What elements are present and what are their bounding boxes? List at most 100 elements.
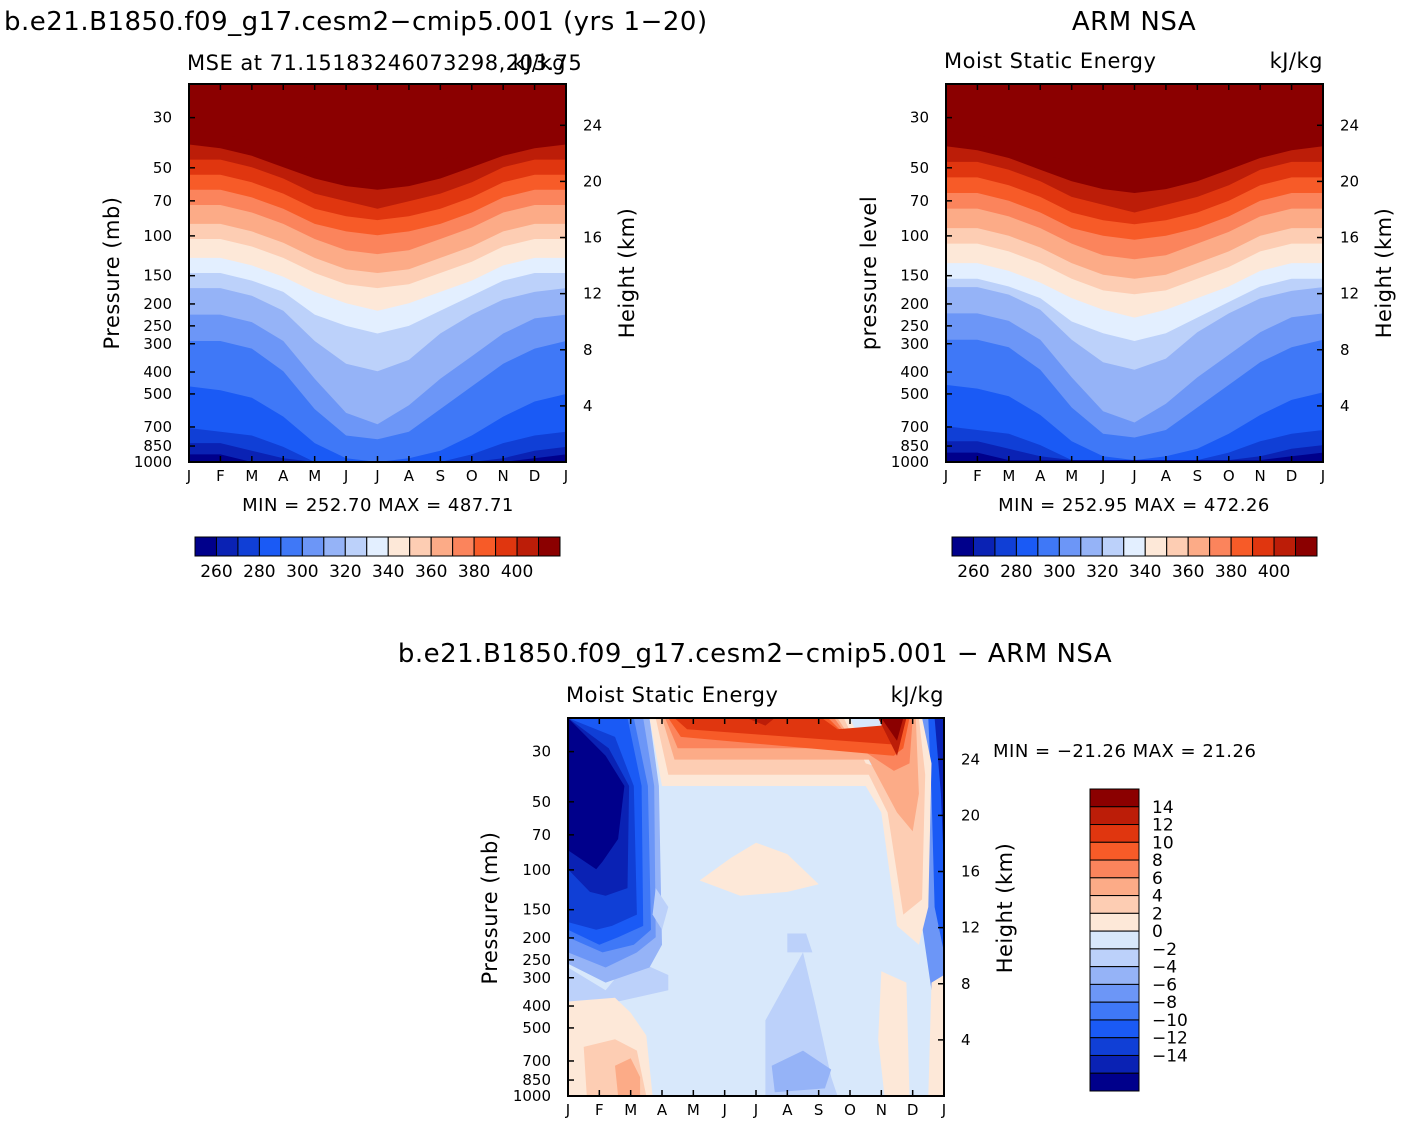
right-colorbar-swatch	[1230, 536, 1254, 557]
right-pressure-tick-label: 100	[900, 227, 929, 245]
bottom-colorbar-swatch	[1089, 841, 1140, 861]
bottom-pressure-tick-label: 50	[532, 793, 551, 811]
bottom-colorbar-swatch	[1089, 788, 1140, 808]
bottom-month-tick-label: M	[687, 1101, 700, 1119]
left-colorbar-swatch	[495, 536, 518, 557]
right-pressure-tick-label: 200	[900, 295, 929, 313]
left-month-tick-label: J	[343, 467, 348, 485]
bottom-pressure-tick-label: 70	[532, 826, 551, 844]
left-colorbar-label: 320	[329, 562, 361, 582]
left-colorbar-swatch	[409, 536, 432, 557]
left-month-tick-label: S	[436, 467, 446, 485]
right-contour-band	[946, 426, 1323, 462]
bottom-month-tick-label: A	[782, 1101, 793, 1119]
bottom-pressure-tick-label: 100	[522, 861, 551, 879]
right-colorbar-swatch	[1015, 536, 1039, 557]
right-pressure-tick-label: 850	[900, 437, 929, 455]
bottom-colorbar-label: −8	[1152, 993, 1177, 1013]
left-colorbar-label: 400	[501, 562, 533, 582]
bottom-colorbar-label: 12	[1152, 816, 1174, 836]
bottom-month-tick-label: J	[721, 1101, 726, 1119]
left-colorbar-swatch	[366, 536, 389, 557]
bottom-colorbar-swatch	[1089, 859, 1140, 879]
bottom-ylabel-height: Height (km)	[993, 843, 1017, 974]
right-colorbar-label: 300	[1043, 562, 1075, 582]
bottom-colorbar-label: −14	[1152, 1046, 1188, 1066]
bottom-month-tick-label: J	[753, 1101, 758, 1119]
right-colorbar-swatch	[1123, 536, 1146, 557]
left-month-tick-label: F	[216, 467, 225, 485]
bottom-colorbar-swatch	[1089, 930, 1140, 950]
bottom-colorbar-swatch	[1089, 983, 1140, 1003]
right-pressure-tick-label: 70	[910, 192, 929, 210]
bottom-colorbar-swatch	[1089, 912, 1140, 932]
right-month-tick-label: A	[1161, 467, 1172, 485]
right-colorbar-swatch	[951, 536, 974, 557]
bottom-month-tick-label: J	[565, 1101, 570, 1119]
right-month-tick-label: D	[1286, 467, 1298, 485]
bottom-contour-band	[765, 952, 838, 1096]
right-colorbar-swatch	[1273, 536, 1297, 557]
right-height-tick-label: 24	[1340, 116, 1359, 134]
bottom-pressure-tick-label: 700	[522, 1052, 551, 1070]
left-colorbar-label: 280	[243, 562, 275, 582]
right-month-tick-label: J	[943, 467, 948, 485]
left-month-tick-label: A	[278, 467, 289, 485]
bottom-pressure-tick-label: 150	[522, 901, 551, 919]
left-pressure-tick-label: 850	[143, 437, 172, 455]
bottom-colorbar-label: 8	[1152, 851, 1163, 871]
right-panel-subtitle: Moist Static Energy	[944, 49, 1156, 73]
bottom-contour-band	[674, 718, 907, 745]
bottom-colorbar-label: −2	[1152, 940, 1177, 960]
right-pressure-tick-label: 250	[900, 317, 929, 335]
left-colorbar-swatch	[323, 536, 346, 557]
bottom-height-tick-label: 16	[961, 863, 980, 881]
bottom-ylabel-pressure: Pressure (mb)	[478, 831, 502, 984]
bottom-contour-band	[615, 1058, 641, 1096]
bottom-colorbar-swatch	[1089, 1001, 1140, 1021]
right-colorbar-swatch	[994, 536, 1017, 557]
bottom-contour-band	[746, 718, 775, 726]
right-colorbar-swatch	[1166, 536, 1189, 557]
bottom-contour-band	[655, 718, 926, 915]
left-colorbar-swatch	[215, 536, 239, 557]
left-height-tick-label: 8	[583, 341, 593, 359]
right-pressure-tick-label: 50	[910, 159, 929, 177]
left-pressure-tick-label: 200	[143, 295, 172, 313]
bottom-month-tick-label: O	[844, 1101, 856, 1119]
left-colorbar-swatch	[258, 536, 282, 557]
left-colorbar-swatch	[280, 536, 303, 557]
right-month-tick-label: A	[1035, 467, 1046, 485]
right-month-tick-label: F	[973, 467, 982, 485]
left-min-max: MIN = 252.70 MAX = 487.71	[242, 495, 514, 516]
left-pressure-tick-label: 150	[143, 267, 172, 285]
right-colorbar-swatch	[1252, 536, 1275, 557]
bottom-colorbar-label: 6	[1152, 869, 1163, 889]
bottom-pressure-tick-label: 200	[522, 929, 551, 947]
bottom-month-tick-label: N	[876, 1101, 887, 1119]
right-pressure-tick-label: 700	[900, 418, 929, 436]
right-colorbar-label: 340	[1129, 562, 1161, 582]
left-colorbar-label: 260	[200, 562, 232, 582]
right-min-max: MIN = 252.95 MAX = 472.26	[998, 495, 1270, 516]
left-pressure-tick-label: 700	[143, 418, 172, 436]
bottom-colorbar-swatch	[1089, 806, 1140, 826]
right-height-tick-label: 8	[1340, 341, 1350, 359]
bottom-colorbar-label: 2	[1152, 904, 1163, 924]
right-month-tick-label: N	[1255, 467, 1266, 485]
bottom-colorbar-label: −12	[1152, 1029, 1188, 1049]
right-colorbar-swatch	[1037, 536, 1060, 557]
left-pressure-tick-label: 70	[153, 192, 172, 210]
bottom-colorbar-swatch	[1089, 1054, 1140, 1074]
bottom-height-tick-label: 8	[961, 975, 971, 993]
right-ylabel-height: Height (km)	[1372, 208, 1396, 339]
left-contour-band	[189, 386, 566, 462]
right-colorbar-swatch	[1080, 536, 1103, 557]
bottom-month-tick-label: A	[657, 1101, 668, 1119]
bottom-min-max: MIN = −21.26 MAX = 21.26	[993, 741, 1256, 762]
left-colorbar-swatch	[473, 536, 497, 557]
bottom-pressure-tick-label: 500	[522, 1019, 551, 1037]
left-month-tick-label: M	[308, 467, 321, 485]
right-month-tick-label: M	[1065, 467, 1078, 485]
